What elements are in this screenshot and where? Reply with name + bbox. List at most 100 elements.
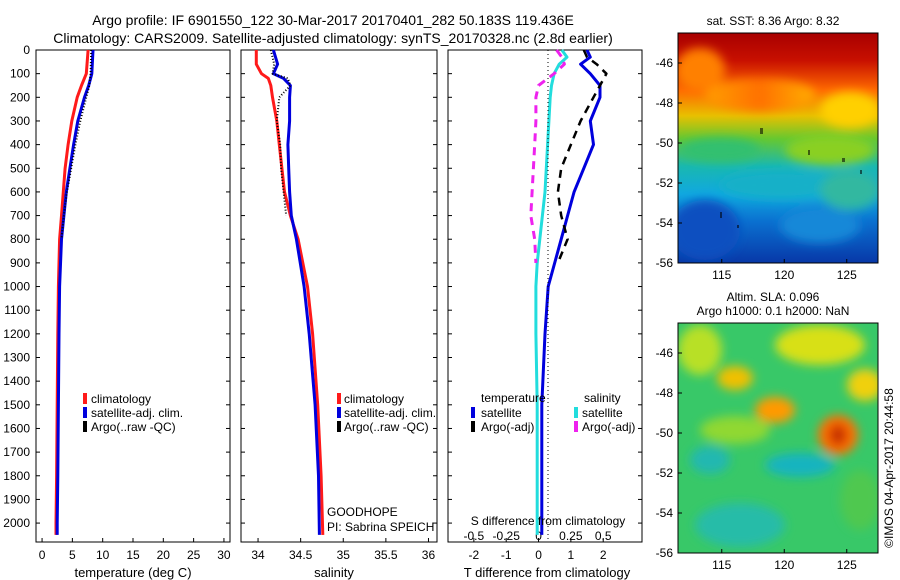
depth-tick-label: 300: [10, 114, 30, 128]
salinity-x-axis: 34 34.5 35 35.5 36: [251, 538, 435, 562]
map-y-tick-label: -56: [656, 546, 674, 560]
depth-tick-label: 1700: [3, 445, 30, 459]
sla-map-title-1: Altim. SLA: 0.096: [727, 290, 820, 304]
x-tick-label: 1: [568, 548, 575, 562]
depth-tick-label: 900: [10, 256, 30, 270]
x-tick-label: 0: [535, 548, 542, 562]
legend-swatch-climatology: [83, 393, 87, 404]
series-argo-raw-qc-: [60, 49, 93, 240]
map-y-tick-label: -54: [656, 216, 674, 230]
sla-map-frame: [677, 322, 879, 554]
difference-axis-label: T difference from climatology: [464, 565, 631, 580]
sla-heatmap: [678, 323, 878, 553]
x-tick-label: 5: [69, 548, 76, 562]
sst-map-title: sat. SST: 8.36 Argo: 8.32: [707, 14, 840, 28]
x-tick-label: -1: [501, 548, 512, 562]
difference-panel-frame: [447, 49, 643, 543]
legend-swatch-satellite: [337, 407, 341, 418]
sla-features: [678, 325, 878, 547]
map-y-tick-label: -50: [656, 426, 674, 440]
x-tick-label: 0: [39, 548, 46, 562]
salinity-panel-frame: [240, 49, 438, 543]
difference-series: [529, 49, 608, 535]
map-x-tick-label: 120: [774, 268, 794, 282]
sla-map-title-2: Argo h1000: 0.1 h2000: NaN: [697, 304, 850, 318]
legend-swatch-t-argo: [471, 421, 475, 432]
x-tick-label: 15: [126, 548, 140, 562]
legend-swatch-s-satellite: [574, 407, 578, 418]
title-line-1: Argo profile: IF 6901550_122 30-Mar-2017…: [92, 12, 574, 28]
depth-tick-label: 1000: [3, 280, 30, 294]
legend-swatch-s-argo: [574, 421, 578, 432]
s-difference-label: S difference from climatology: [471, 514, 626, 528]
map-y-tick-label: -46: [656, 346, 674, 360]
salinity-series: [254, 49, 325, 535]
title-line-2: Climatology: CARS2009. Satellite-adjuste…: [53, 30, 613, 46]
depth-tick-label: 500: [10, 161, 30, 175]
x-tick-label: 36: [422, 548, 436, 562]
legend-swatch-satellite: [83, 407, 87, 418]
x-tick-label: -0.25: [493, 529, 521, 543]
salinity-axis-label: salinity: [314, 565, 354, 580]
difference-x-axis: -2 -1 0 1 2 -0.5 -0.25 0 0.25 0.5: [464, 529, 612, 562]
legend-label: Argo(..raw -QC): [91, 420, 176, 434]
depth-tick-label: 100: [10, 67, 30, 81]
map-y-tick-label: -54: [656, 506, 674, 520]
x-tick-label: 0: [535, 529, 542, 543]
depth-tick-label: 1100: [4, 303, 30, 317]
map-y-tick-label: -50: [656, 136, 674, 150]
sla-map-y-axis: -46 -48 -50 -52 -54 -56: [656, 346, 682, 560]
legend-label: Argo(..raw -QC): [344, 420, 429, 434]
sst-speckle: [720, 128, 862, 228]
legend-swatch-t-satellite: [471, 407, 475, 418]
x-tick-label: 20: [157, 548, 171, 562]
legend-label: satellite-adj. clim.: [344, 406, 436, 420]
sst-map-y-axis: -46 -48 -50 -52 -54 -56: [656, 56, 682, 270]
x-tick-label: 30: [217, 548, 231, 562]
depth-tick-label: 600: [10, 185, 30, 199]
depth-tick-label: 200: [10, 90, 30, 104]
depth-tick-label: 2000: [3, 516, 30, 530]
depth-tick-label: 1400: [3, 374, 30, 388]
series-argo-raw-qc-: [269, 49, 292, 216]
float-name: GOODHOPE: [327, 505, 398, 519]
depth-tick-label: 700: [10, 209, 30, 223]
legend-label: climatology: [91, 392, 151, 406]
series-satellite-adj-clim-: [55, 49, 95, 535]
temperature-panel-frame: [35, 49, 231, 543]
map-y-tick-label: -52: [656, 466, 674, 480]
legend-label: climatology: [344, 392, 404, 406]
map-x-tick-label: 125: [837, 558, 857, 572]
temperature-legend: climatology satellite-adj. clim. Argo(..…: [83, 392, 183, 434]
sst-map-x-axis: 115 120 125: [712, 259, 857, 282]
map-y-tick-label: -56: [656, 256, 674, 270]
x-tick-label: 25: [187, 548, 201, 562]
sst-map-frame: [677, 32, 879, 264]
series-satellite-adj-clim-: [271, 49, 321, 535]
legend-swatch-argo: [337, 421, 341, 432]
x-tick-label: 35.5: [374, 548, 398, 562]
depth-tick-label: 800: [10, 232, 30, 246]
map-y-tick-label: -46: [656, 56, 674, 70]
map-y-tick-label: -52: [656, 176, 674, 190]
temperature-series: [54, 49, 95, 535]
map-x-tick-label: 115: [712, 558, 731, 572]
imos-watermark: ©IMOS 04-Apr-2017 20:44:58: [882, 388, 896, 548]
temperature-axis-label: temperature (deg C): [74, 565, 191, 580]
depth-tick-label: 1200: [3, 327, 30, 341]
series-s-argo-adj-: [529, 49, 566, 263]
depth-tick-label: 400: [10, 138, 30, 152]
x-tick-label: 0.5: [595, 529, 612, 543]
depth-tick-label: 1900: [3, 492, 30, 506]
legend-swatch-climatology: [337, 393, 341, 404]
depth-axis: 0 100 200 300 400 500 600 700 800 900 1000 1100 1200…: [3, 43, 642, 530]
temperature-x-axis: 0 5 10 15 20 25 30: [39, 538, 231, 562]
x-tick-label: 0.25: [559, 529, 583, 543]
sla-map-x-axis: 115 120 125: [712, 549, 857, 572]
x-tick-label: 2: [600, 548, 607, 562]
map-x-tick-label: 120: [774, 558, 794, 572]
difference-legend: temperature salinity satellite Argo(-adj…: [471, 391, 635, 434]
depth-tick-label: 1600: [3, 421, 30, 435]
map-x-tick-label: 115: [712, 268, 731, 282]
